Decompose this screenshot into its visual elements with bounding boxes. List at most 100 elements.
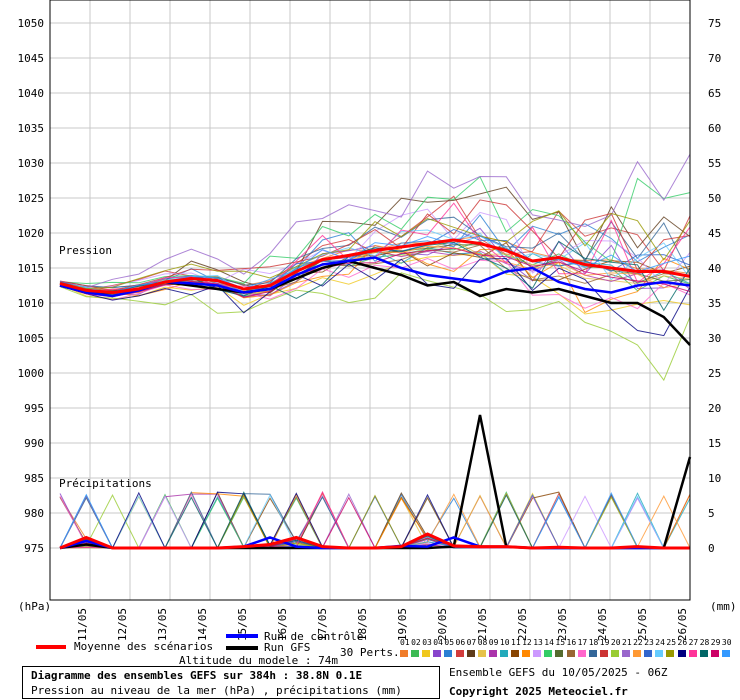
- legend-control-label: Run de contrôle: [264, 630, 364, 643]
- pert-legend-swatch: [710, 650, 719, 657]
- pert-legend-number: 27: [688, 638, 699, 647]
- right-tick-label: 45: [708, 227, 721, 240]
- pert-legend-number: 01: [400, 638, 410, 647]
- pert-legend-number: 08: [477, 638, 488, 647]
- perturbation-precip-30: [59, 491, 690, 550]
- pert-legend-swatch: [433, 650, 442, 657]
- left-tick-label: 1035: [18, 122, 45, 135]
- right-tick-label: 50: [708, 192, 721, 205]
- right-tick-label: 20: [708, 402, 721, 415]
- legend-gfs-swatch: [226, 646, 258, 650]
- pert-legend-swatch: [455, 650, 464, 657]
- left-tick-label: 975: [24, 542, 44, 555]
- perturbation-precip-27: [59, 490, 690, 549]
- pert-legend-number: 14: [544, 638, 554, 647]
- pert-legend-swatch: [688, 650, 697, 657]
- perturbation-lines: [59, 153, 691, 550]
- perturbation-line-3: [59, 253, 691, 315]
- perturbation-precip-24: [59, 494, 690, 549]
- pert-legend-number: 15: [555, 638, 566, 647]
- pert-legend-number: 20: [610, 638, 621, 647]
- moyenne-des-sc-nariosprecip-line: [59, 532, 690, 550]
- x-tick-label: 17/05: [316, 608, 329, 641]
- perturbation-precip-25: [59, 493, 690, 549]
- pert-legend-swatch: [677, 650, 686, 657]
- right-tick-label: 15: [708, 437, 721, 450]
- perturbation-precip-4: [59, 493, 690, 549]
- perturbation-precip-6: [59, 491, 690, 549]
- right-tick-label: 55: [708, 157, 721, 170]
- right-axis-unit: (mm): [710, 600, 737, 613]
- right-tick-label: 40: [708, 262, 721, 275]
- moyenne-des-sc-nariospressure-line: [59, 238, 691, 295]
- x-tick-label: 23/05: [556, 608, 569, 641]
- pert-legend-number: 11: [511, 638, 521, 647]
- altitude-label: Altitude du modele : 74m: [179, 654, 338, 667]
- perturbation-precip-13: [59, 494, 690, 550]
- ensemble-run-label: Ensemble GEFS du 10/05/2025 - 06Z: [449, 666, 668, 679]
- right-tick-label: 0: [708, 542, 715, 555]
- pert-legend-number: 29: [710, 638, 721, 647]
- pert-legend-number: 06: [455, 638, 466, 647]
- chart-axes: 975 0 980 5 985 10 990 15 995 20 1000 25 1005 30 1010 3…: [18, 0, 721, 641]
- perturbation-line-21: [59, 153, 691, 289]
- left-tick-label: 985: [24, 472, 44, 485]
- pert-legend-number: 03: [422, 638, 432, 647]
- main-series-lines: [59, 238, 692, 550]
- perturbation-line-14: [59, 175, 691, 285]
- annotation-pression: Pression: [59, 244, 112, 257]
- pert-legend-swatch: [622, 650, 630, 657]
- pert-legend-swatch: [699, 650, 708, 657]
- pert-legend-swatch: [400, 650, 408, 657]
- x-tick-label: 13/05: [156, 608, 169, 641]
- pert-legend-swatch: [533, 650, 542, 657]
- pert-legend-number: 26: [677, 638, 688, 647]
- perturbation-line-13: [59, 208, 691, 290]
- pert-legend-number: 12: [522, 638, 532, 647]
- perturbation-precip-7: [59, 491, 690, 549]
- perturbation-precip-18: [59, 491, 690, 550]
- pert-legend-swatch: [555, 650, 564, 657]
- pert-legend-swatch: [588, 650, 597, 657]
- perturbation-line-12: [59, 244, 691, 314]
- pert-legend-swatch: [666, 650, 675, 657]
- pert-legend-swatch: [466, 650, 475, 657]
- pert-legend-number: 18: [588, 638, 599, 647]
- perturbation-line-25: [59, 210, 691, 290]
- pert-legend-swatch: [633, 650, 642, 657]
- right-tick-label: 75: [708, 17, 721, 30]
- perturbation-precip-1: [59, 492, 690, 549]
- pert-legend-number: 13: [533, 638, 543, 647]
- perturbation-precip-9: [59, 493, 691, 550]
- footer-title: Diagramme des ensembles GEFS sur 384h : …: [31, 669, 363, 682]
- right-tick-label: 35: [708, 297, 721, 310]
- right-tick-label: 70: [708, 52, 721, 65]
- pert-legend-number: 04: [433, 638, 443, 647]
- pert-legend-swatch: [599, 650, 608, 657]
- left-tick-label: 1045: [18, 52, 45, 65]
- legend-control-swatch: [226, 634, 258, 638]
- legend-gfs-label: Run GFS: [264, 641, 311, 654]
- pert-legend-number: 22: [633, 638, 643, 647]
- pert-legend-number: 09: [488, 638, 499, 647]
- pert-legend-swatch: [566, 650, 575, 657]
- perturbation-precip-29: [59, 496, 690, 549]
- perturbation-precip-2: [59, 491, 690, 549]
- pert-legend-swatch: [499, 650, 508, 657]
- pert-legend-number: 19: [599, 638, 610, 647]
- left-tick-label: 1025: [18, 192, 45, 205]
- x-tick-label: 14/05: [196, 608, 209, 641]
- pert-legend-number: 23: [644, 638, 654, 647]
- pert-legend-number: 24: [655, 638, 665, 647]
- perturbation-precip-26: [59, 491, 690, 549]
- perturbation-line-7: [59, 186, 691, 292]
- pert-legend-number: 17: [577, 638, 588, 647]
- pert-legend-number: 16: [566, 638, 577, 647]
- pert-legend-swatch: [544, 650, 553, 657]
- right-tick-label: 25: [708, 367, 721, 380]
- left-tick-label: 990: [24, 437, 44, 450]
- left-tick-label: 995: [24, 402, 44, 415]
- pert-legend-swatch: [444, 650, 453, 657]
- pert-legend-swatch: [577, 650, 586, 657]
